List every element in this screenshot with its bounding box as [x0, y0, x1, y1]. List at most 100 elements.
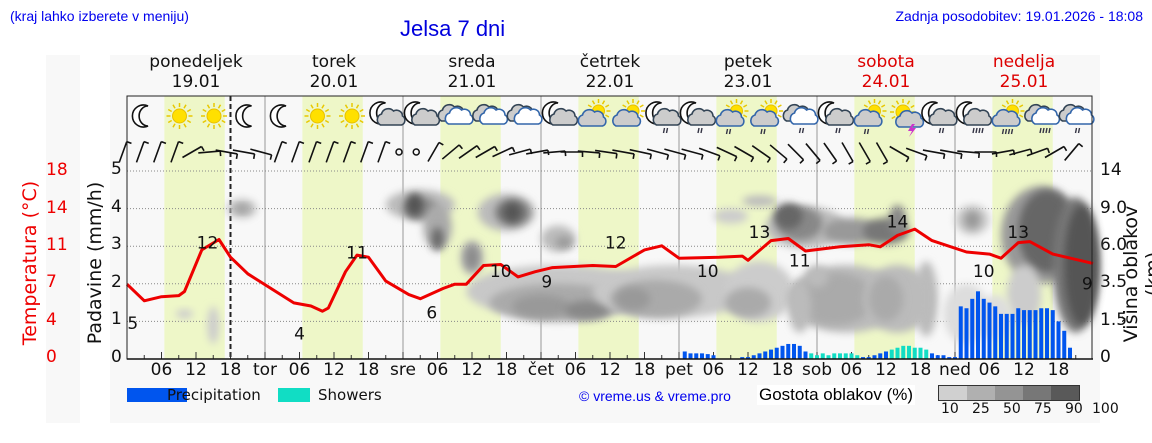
wind-barb	[1026, 147, 1051, 157]
barb-flag	[666, 154, 670, 160]
wind-barb	[170, 140, 184, 163]
precipitation-bar	[953, 357, 957, 359]
cloud-blob	[713, 208, 748, 224]
day-date: 23.01	[723, 72, 773, 92]
wind-barb	[492, 146, 516, 158]
wind-barb	[716, 146, 738, 162]
cloud-blob	[512, 295, 570, 318]
precipitation-bar	[803, 351, 808, 359]
showers-bar	[838, 353, 842, 359]
barb-shaft	[787, 143, 805, 161]
day-label: četrtek 22.01	[541, 52, 679, 92]
showers-bar	[826, 355, 831, 359]
sun-disc	[344, 108, 360, 124]
sun-ray	[359, 119, 364, 124]
cloud-blob	[555, 236, 573, 249]
barb-flag	[615, 153, 618, 159]
day-date: 20.01	[309, 72, 359, 92]
cloud-blob	[175, 309, 194, 319]
cloud-blob	[615, 287, 651, 311]
temperature-tick: 4	[46, 310, 57, 330]
cloud-height-tick: 14	[1100, 160, 1122, 180]
precipitation-bar	[1004, 313, 1009, 359]
rain-drop	[1048, 127, 1051, 134]
barb-shaft	[716, 146, 738, 158]
rain-drop	[665, 127, 669, 134]
cloud-blob	[1006, 265, 1042, 326]
showers-bar	[889, 349, 894, 359]
rain-drop	[835, 127, 838, 134]
cloud-icon	[472, 103, 509, 125]
showers-legend-swatch	[278, 388, 310, 402]
cloud-shape	[789, 106, 819, 125]
barb-shaft	[889, 145, 910, 159]
wind-barb	[905, 147, 928, 161]
wind-barb	[577, 150, 601, 159]
sun-ray	[639, 114, 644, 118]
barb-shaft	[198, 150, 221, 154]
sun-icon	[166, 103, 193, 129]
barb-flag	[178, 140, 184, 145]
barb-flag	[848, 160, 854, 165]
precipitation-legend-swatch	[127, 388, 187, 402]
precipitation-bar	[769, 349, 773, 359]
cloud-shape	[853, 108, 883, 127]
barb-flag	[143, 140, 149, 145]
rain-drop	[760, 128, 763, 135]
precipitation-bar	[1033, 310, 1038, 359]
day-date: 22.01	[585, 72, 635, 92]
sun-ray	[344, 123, 349, 128]
sun-ray	[305, 108, 311, 113]
wind-barb	[182, 145, 205, 159]
wind-barb	[135, 140, 149, 163]
barb-shaft	[250, 148, 272, 156]
sun-ray	[183, 104, 187, 109]
cloud-blob	[466, 246, 478, 269]
barb-shaft	[273, 141, 283, 163]
sun-ray	[344, 104, 349, 109]
barb-flag	[882, 160, 888, 165]
sun-ray	[324, 108, 330, 113]
sun-ray	[877, 100, 882, 105]
sun-ray	[310, 104, 314, 109]
barb-flag	[924, 155, 928, 161]
showers-bar	[912, 347, 917, 359]
sun-ray	[206, 123, 211, 128]
temperature-label: 11	[789, 252, 811, 272]
cloud-blob	[405, 193, 424, 217]
cloud-shape	[825, 107, 855, 126]
showers-bar	[809, 353, 814, 359]
sun-ray	[186, 108, 192, 113]
sun-cloud-rain-icon	[750, 99, 783, 135]
x-tick-label: ned	[938, 360, 972, 380]
showers-bar	[895, 347, 900, 359]
barb-shaft	[427, 142, 440, 162]
copyright-link[interactable]: © vreme.us & vreme.pro	[579, 388, 731, 404]
page-title: Jelsa 7 dni	[400, 16, 506, 41]
precipitation-bar	[958, 306, 963, 359]
sun-ray	[310, 123, 314, 128]
showers-bar	[918, 347, 923, 359]
cloud-height-tick: 1.5	[1100, 310, 1128, 330]
precipitation-bar	[935, 355, 940, 359]
sun-ray	[605, 114, 610, 118]
moon-cloud-icon	[403, 101, 441, 126]
wind-barb	[787, 143, 805, 164]
wind-barb	[325, 140, 339, 163]
barb-shaft	[823, 142, 838, 162]
sun-ray	[305, 119, 311, 124]
sun-ray	[863, 104, 868, 108]
x-tick-label: 18	[495, 360, 518, 380]
barb-shaft	[118, 141, 128, 163]
x-tick-label: 06	[978, 360, 1001, 380]
sun-ray	[626, 100, 630, 105]
sun-ray	[221, 108, 226, 113]
sun-ray	[639, 104, 644, 108]
rain-drop	[801, 127, 805, 134]
last-updated: Zadnja posodobitev: 19.01.2026 - 18:08	[895, 8, 1143, 24]
cloud-blob	[725, 287, 771, 318]
barb-flag	[632, 153, 635, 159]
moon-shape	[235, 104, 252, 128]
rain-drop	[1001, 128, 1005, 135]
